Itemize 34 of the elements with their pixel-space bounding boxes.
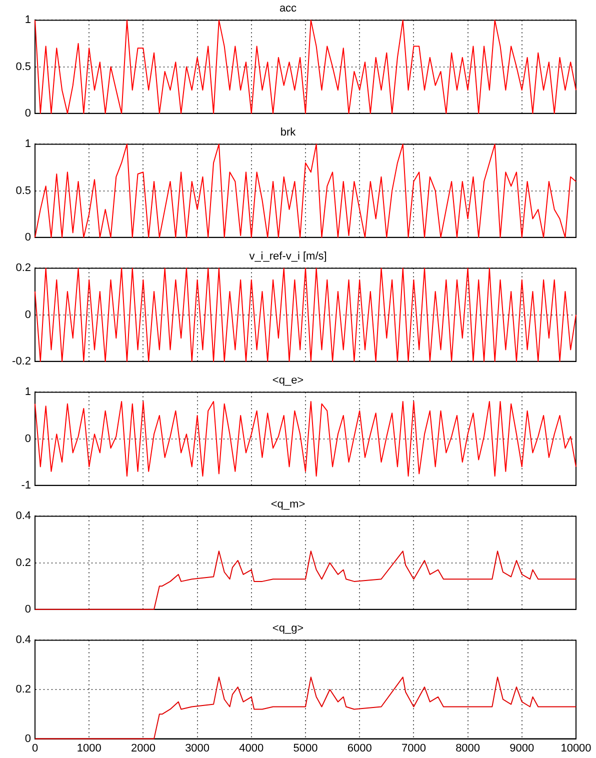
y-tick-label: 0.5 xyxy=(16,60,31,73)
x-tick-label: 5000 xyxy=(293,742,318,754)
y-tick-label: 0 xyxy=(24,732,31,745)
x-tick-label: 7000 xyxy=(401,742,426,754)
chart-title: brk xyxy=(280,126,296,139)
y-tick-label: 0 xyxy=(24,107,31,120)
y-tick-label: -1 xyxy=(21,479,31,492)
y-tick-label: 0.5 xyxy=(16,184,31,197)
x-tick-label: 4000 xyxy=(239,742,264,754)
x-tick-label: 9000 xyxy=(510,742,534,754)
y-tick-label: 0.4 xyxy=(16,634,31,646)
chart-title: <q_e> xyxy=(272,374,304,387)
chart-title: <q_m> xyxy=(270,498,306,511)
x-tick-label: 2000 xyxy=(130,742,156,754)
y-tick-label: 1 xyxy=(24,386,31,398)
y-tick-label: 0.2 xyxy=(16,262,31,274)
y-tick-label: 0 xyxy=(24,308,31,321)
x-tick-label: 8000 xyxy=(456,742,480,754)
y-tick-label: 1 xyxy=(24,138,31,150)
chart-title: v_i_ref-v_i [m/s] xyxy=(249,250,327,263)
chart-title: <q_g> xyxy=(272,622,304,635)
y-tick-label: 0 xyxy=(24,603,31,616)
y-tick-label: 1 xyxy=(24,14,31,26)
x-tick-label: 1000 xyxy=(76,742,102,754)
y-tick-label: -0.2 xyxy=(12,355,31,368)
y-tick-label: 0.2 xyxy=(16,556,31,569)
y-tick-label: 0 xyxy=(24,432,31,445)
y-tick-label: 0 xyxy=(24,231,31,244)
x-tick-label: 6000 xyxy=(347,742,372,754)
y-tick-label: 0.4 xyxy=(16,510,31,522)
x-tick-label: 10000 xyxy=(560,742,592,754)
y-tick-label: 0.2 xyxy=(16,684,31,696)
x-tick-label: 3000 xyxy=(185,742,210,754)
chart-title: acc xyxy=(279,2,298,15)
